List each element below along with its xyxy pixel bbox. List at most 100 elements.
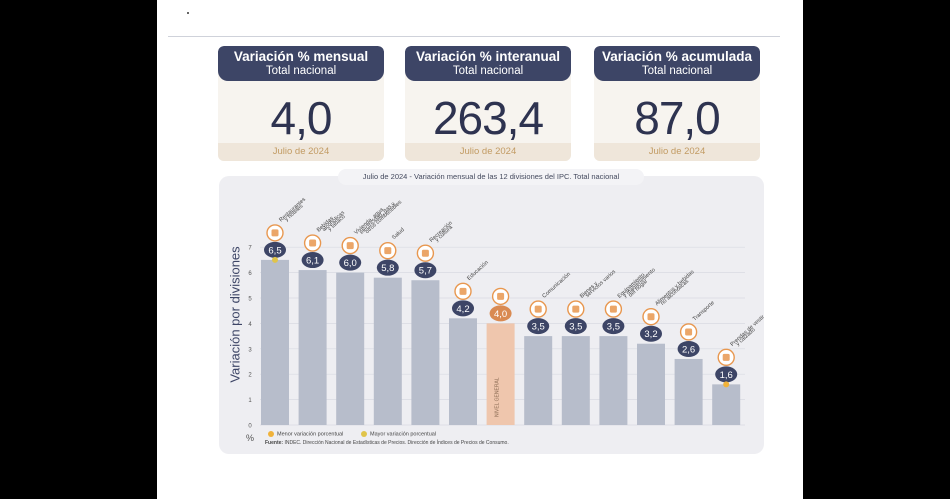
value-badge [527,318,550,335]
data-label: 6,1 [306,256,319,267]
category-label: Salud [391,227,406,241]
card-header: Variación % mensual Total nacional [218,46,384,81]
bar [486,323,515,425]
icon-glyph [647,313,655,321]
icon-glyph [534,305,542,313]
card-date: Julio de 2024 [405,143,571,161]
value-badge [489,305,512,322]
legend-min-label: Menor variación porcentual [277,431,344,438]
division-icon [717,348,735,367]
value-badge [414,262,437,279]
legend-max-swatch [361,431,367,437]
division-icon [567,300,585,318]
icon-glyph [497,292,505,300]
max-marker [272,256,278,263]
value-badge [640,325,662,342]
bar [599,336,628,425]
card-value: 4,0 [270,92,333,144]
icon-glyph [384,247,392,255]
icon-glyph [722,353,730,361]
division-icon [454,282,472,301]
category-label: Educación [466,260,489,282]
bar [561,336,590,425]
stray-mark [187,12,189,14]
icon-glyph [271,229,279,237]
bar [674,358,703,425]
data-label: 5,7 [419,266,432,277]
bar [712,384,741,425]
chart-title: Julio de 2024 - Variación mensual de las… [338,169,644,185]
card-title: Variación % acumulada [601,49,753,64]
bar [411,280,440,425]
value-badge [301,252,324,269]
icon-glyph [459,287,467,295]
bar [449,318,477,425]
card-subtitle: Total nacional [265,65,337,77]
data-label: 3,2 [644,329,657,340]
bar [336,272,365,425]
bar [524,336,553,425]
data-label: 4,2 [456,304,469,315]
legend-max: Mayor variación porcentual [361,431,436,437]
data-label: 3,5 [569,322,582,333]
division-icon [679,323,698,341]
card-value: 263,4 [432,92,544,144]
y-unit-label: % [246,433,254,443]
division-icon [303,234,322,252]
card-header: Variación % acumulada Total nacional [594,46,760,81]
icon-glyph [421,249,429,257]
card-date: Julio de 2024 [594,143,760,161]
bar [637,343,665,425]
card-interannual: Variación % interanual Total nacional 26… [405,46,571,161]
value-badge [452,300,474,317]
data-label: 1,6 [720,370,733,381]
card-title: Variación % mensual [233,49,369,64]
division-icon [416,244,435,262]
data-label: 3,5 [532,322,545,333]
legend-max-label: Mayor variación porcentual [370,431,437,438]
division-icon [491,287,510,306]
division-icon [379,241,397,260]
y-tick-label: 7 [248,246,252,252]
source-note: Fuente: INDEC. Dirección Nacional de Est… [265,440,509,446]
bar [373,277,402,425]
data-label: 6,0 [344,258,357,269]
icon-glyph [309,239,317,247]
legend-min-swatch [268,431,274,437]
card-header: Variación % interanual Total nacional [405,46,571,81]
header-divider [168,36,780,37]
source-label: Fuente: [265,440,284,446]
value-badge [564,318,587,335]
category-label: Transporte [692,300,716,322]
y-tick-label: 3 [248,347,252,353]
general-level-label: NIVEL GENERAL [495,377,501,417]
data-label: 4,0 [494,309,507,320]
icon-glyph [572,305,580,313]
card-value: 87,0 [634,92,721,144]
y-tick-label: 4 [248,322,252,328]
value-badge [376,259,399,276]
value-badge [264,241,286,258]
value-badge [339,254,362,271]
min-marker [723,381,730,388]
legend-min: Menor variación porcentual [268,431,343,437]
card-monthly: Variación % mensual Total nacional 4,0 J… [218,46,384,161]
division-icon [642,308,660,326]
card-subtitle: Total nacional [641,65,713,77]
bar [261,259,289,425]
y-tick-label: 1 [248,398,252,404]
card-accumulated: Variación % acumulada Total nacional 87,… [594,46,760,161]
value-badge [677,340,700,357]
y-tick-label: 2 [248,373,252,379]
data-label: 6,5 [268,245,281,256]
data-label: 2,6 [682,344,695,355]
card-title: Variación % interanual [415,49,561,64]
y-tick-label: 0 [248,424,252,430]
division-icon [604,300,623,318]
card-subtitle: Total nacional [452,65,524,77]
data-label: 3,5 [607,322,620,333]
division-icon [341,236,359,255]
y-tick-label: 6 [248,271,252,277]
category-label: servicios varios [585,269,618,299]
